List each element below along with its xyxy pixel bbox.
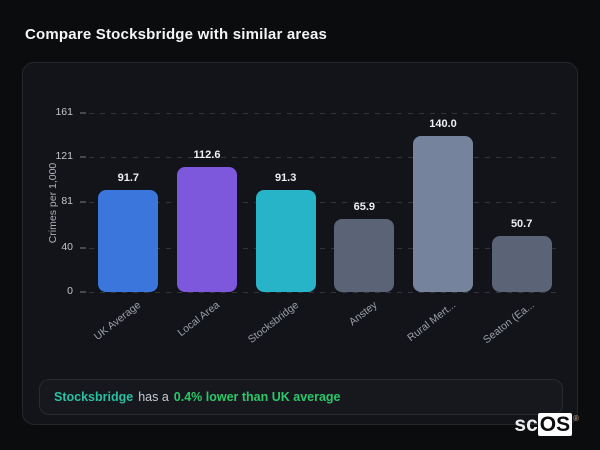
summary-comparison-text: 0.4% lower than UK average — [173, 390, 341, 404]
bar-value-label: 65.9 — [353, 200, 376, 213]
gridline — [89, 201, 561, 203]
x-axis-label: Stocksbridge — [245, 299, 302, 346]
y-tick-mark — [80, 112, 86, 114]
y-tick-label: 161 — [55, 106, 73, 118]
bar[interactable] — [491, 235, 552, 292]
scos-logo: scOS ® — [514, 413, 579, 436]
x-axis-label: Anstey — [347, 299, 380, 329]
y-tick-mark — [80, 200, 86, 203]
bar-value-label: 50.7 — [510, 217, 533, 230]
registered-trademark-icon: ® — [573, 414, 579, 423]
bar-value-label: 91.3 — [274, 172, 297, 185]
y-tick-mark — [80, 246, 86, 249]
y-tick-label: 121 — [55, 150, 73, 163]
summary-area-name: Stocksbridge — [54, 390, 134, 404]
bar[interactable] — [177, 166, 237, 292]
logo-suffix: OS — [537, 413, 573, 436]
gridline — [89, 247, 561, 249]
bar[interactable] — [413, 136, 473, 292]
x-axis-label: Local Area — [175, 299, 223, 340]
bar-value-label: 112.6 — [193, 148, 221, 161]
bar-value-label: 140.0 — [429, 118, 457, 131]
chart-card: Crimes per 1,000 Stocksbridge has a 0.4%… — [22, 62, 578, 425]
y-tick-label: 81 — [61, 194, 73, 207]
bar[interactable] — [255, 190, 316, 292]
x-axis-label: Rural Mert... — [405, 299, 459, 345]
gridline — [89, 113, 561, 114]
summary-middle-text: has a — [138, 390, 169, 404]
x-axis-label: Seaton (Ea... — [481, 299, 538, 347]
bar[interactable] — [334, 218, 395, 292]
y-tick-label: 0 — [67, 285, 73, 297]
y-tick-mark — [80, 291, 86, 293]
x-axis-label: UK Average — [92, 299, 144, 343]
bar[interactable] — [98, 190, 159, 292]
y-tick-label: 40 — [61, 240, 73, 253]
page-title: Compare Stocksbridge with similar areas — [25, 26, 328, 43]
bar-value-label: 91.7 — [117, 172, 140, 185]
logo-prefix: sc — [514, 413, 538, 436]
gridline — [89, 157, 561, 159]
comparison-summary: Stocksbridge has a 0.4% lower than UK av… — [39, 379, 563, 415]
gridline — [89, 292, 561, 293]
y-tick-mark — [80, 156, 86, 159]
